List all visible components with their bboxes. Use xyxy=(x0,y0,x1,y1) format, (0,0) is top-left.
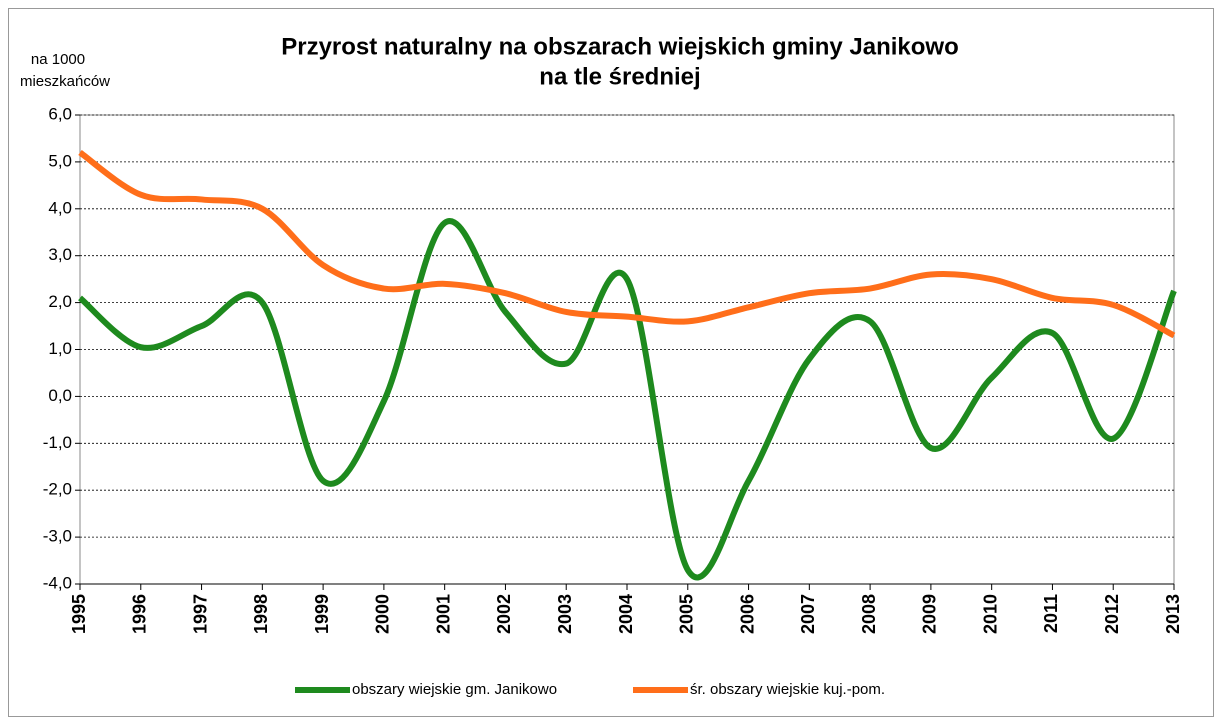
x-tick-label: 2010 xyxy=(980,594,1000,634)
x-tick-label: 2002 xyxy=(494,594,514,634)
y-tick-label: -3,0 xyxy=(43,527,72,546)
x-tick-label: 2000 xyxy=(373,594,393,634)
y-tick-label: 3,0 xyxy=(48,245,72,264)
y-tick-label: 1,0 xyxy=(48,339,72,358)
x-tick-label: 2003 xyxy=(555,594,575,634)
y-axis-label: mieszkańców xyxy=(20,73,110,90)
x-tick-label: 2012 xyxy=(1102,594,1122,634)
chart-title: na tle średniej xyxy=(539,63,700,90)
legend-label: obszary wiejskie gm. Janikowo xyxy=(352,681,557,698)
y-tick-label: -4,0 xyxy=(43,573,72,592)
x-tick-label: 2008 xyxy=(859,594,879,634)
series-line xyxy=(78,218,1177,581)
x-tick-label: 1995 xyxy=(69,594,89,634)
x-tick-label: 1998 xyxy=(251,594,271,634)
legend-label: śr. obszary wiejskie kuj.-pom. xyxy=(690,681,885,698)
y-tick-label: 4,0 xyxy=(48,198,72,217)
x-tick-label: 2004 xyxy=(616,594,636,634)
x-tick-label: 2001 xyxy=(433,594,453,634)
y-tick-label: 5,0 xyxy=(48,151,72,170)
y-tick-label: 6,0 xyxy=(48,104,72,123)
series-line xyxy=(78,150,1176,339)
x-tick-label: 2007 xyxy=(798,594,818,634)
y-tick-label: -2,0 xyxy=(43,480,72,499)
x-tick-label: 2005 xyxy=(677,594,697,634)
x-tick-label: 1999 xyxy=(312,594,332,634)
x-tick-label: 2009 xyxy=(920,594,940,634)
x-tick-label: 1996 xyxy=(130,594,150,634)
y-axis-label: na 1000 xyxy=(31,51,85,68)
y-tick-label: 2,0 xyxy=(48,292,72,311)
x-tick-label: 1997 xyxy=(190,594,210,634)
x-tick-label: 2013 xyxy=(1163,594,1183,634)
y-tick-label: -1,0 xyxy=(43,433,72,452)
x-tick-label: 2011 xyxy=(1041,594,1061,633)
x-tick-label: 2006 xyxy=(737,594,757,634)
y-tick-label: 0,0 xyxy=(48,386,72,405)
chart-title: Przyrost naturalny na obszarach wiejskic… xyxy=(281,33,959,60)
